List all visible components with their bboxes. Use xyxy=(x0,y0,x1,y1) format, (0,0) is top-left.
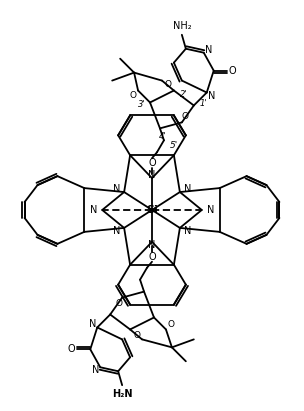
Text: N: N xyxy=(184,226,191,236)
Text: 2': 2' xyxy=(180,90,188,99)
Text: O: O xyxy=(164,80,171,89)
Text: Si: Si xyxy=(146,205,158,215)
Text: O: O xyxy=(133,331,140,340)
Text: N: N xyxy=(113,226,120,236)
Text: N: N xyxy=(184,184,191,194)
Text: N: N xyxy=(90,205,97,215)
Text: N: N xyxy=(207,205,214,215)
Text: N: N xyxy=(88,319,96,330)
Text: O: O xyxy=(130,91,136,100)
Text: NH₂: NH₂ xyxy=(173,21,191,31)
Text: O: O xyxy=(148,158,156,168)
Text: H₂N: H₂N xyxy=(112,389,132,399)
Text: 5': 5' xyxy=(170,141,178,150)
Text: N: N xyxy=(148,240,156,250)
Text: 1': 1' xyxy=(200,99,208,108)
Text: O: O xyxy=(67,344,75,354)
Text: N: N xyxy=(205,45,212,55)
Text: O: O xyxy=(116,299,123,308)
Text: 4': 4' xyxy=(159,132,167,141)
Text: N: N xyxy=(113,184,120,194)
Text: O: O xyxy=(148,252,156,262)
Text: O: O xyxy=(181,112,188,121)
Text: N: N xyxy=(92,365,99,375)
Text: N: N xyxy=(148,170,156,180)
Text: O: O xyxy=(229,66,237,76)
Text: 3': 3' xyxy=(138,100,146,109)
Text: N: N xyxy=(208,90,216,101)
Text: O: O xyxy=(168,320,174,329)
